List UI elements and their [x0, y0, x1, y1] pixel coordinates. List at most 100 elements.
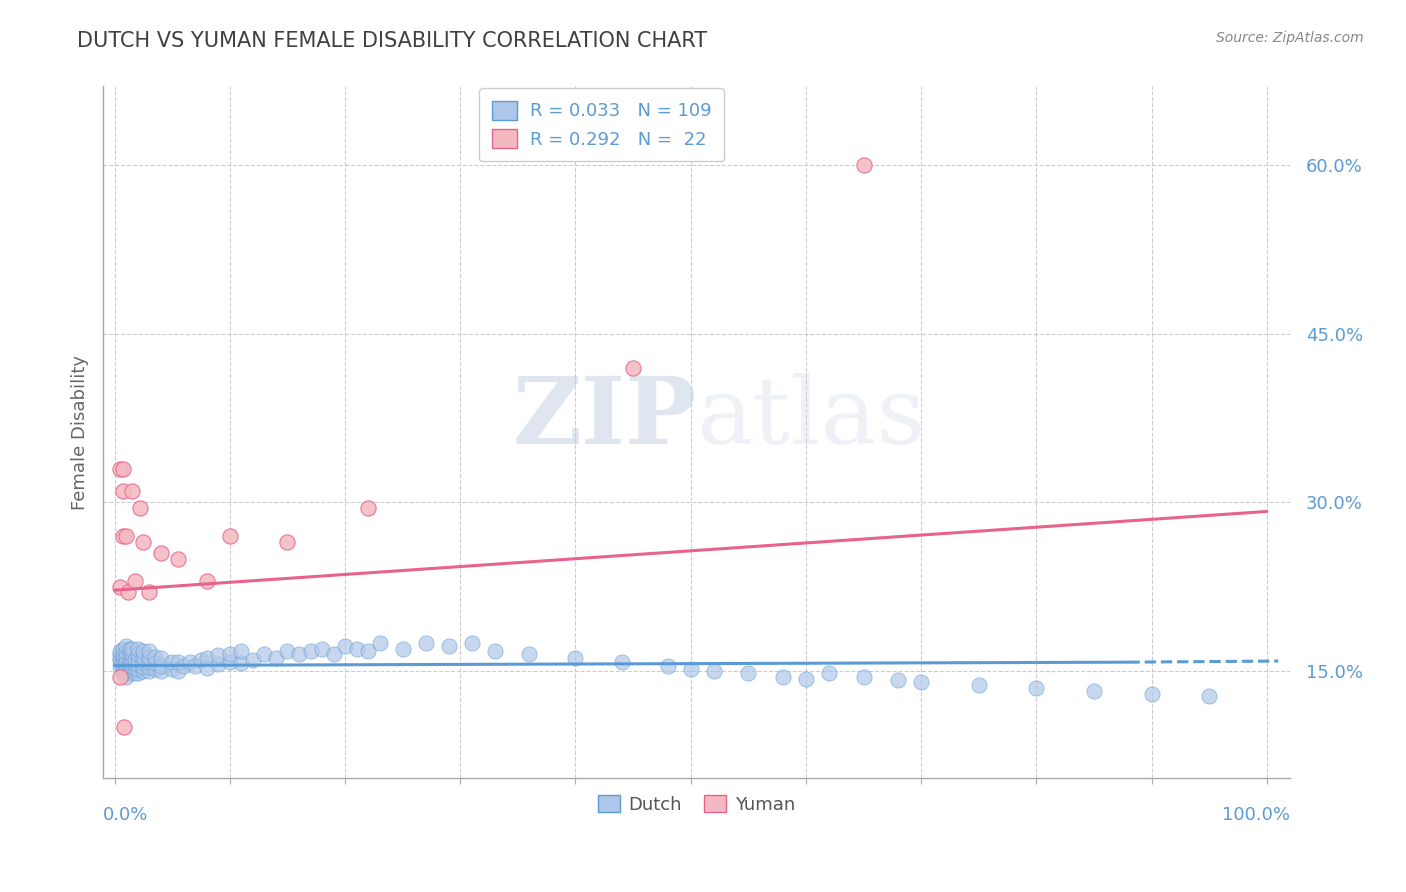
Point — [333, 640, 356, 654]
Point — [657, 658, 679, 673]
Point — [357, 644, 380, 658]
Point — [519, 648, 541, 662]
Point — [110, 658, 132, 673]
Point — [1025, 681, 1047, 695]
Point — [111, 529, 134, 543]
Point — [111, 658, 134, 673]
Point — [149, 650, 172, 665]
Point — [132, 659, 155, 673]
Point — [121, 661, 143, 675]
Point — [110, 648, 132, 662]
Point — [111, 484, 134, 499]
Point — [357, 501, 380, 516]
Point — [167, 664, 190, 678]
Point — [118, 653, 141, 667]
Point — [737, 666, 759, 681]
Point — [276, 644, 298, 658]
Point — [195, 661, 218, 675]
Point — [124, 666, 146, 681]
Point — [167, 655, 190, 669]
Point — [110, 644, 132, 658]
Point — [184, 658, 207, 673]
Point — [111, 655, 134, 669]
Point — [124, 662, 146, 676]
Legend: Dutch, Yuman: Dutch, Yuman — [591, 789, 801, 821]
Point — [276, 534, 298, 549]
Point — [437, 640, 460, 654]
Point — [111, 662, 134, 676]
Point — [242, 653, 264, 667]
Point — [110, 653, 132, 667]
Point — [218, 648, 240, 662]
Point — [368, 636, 391, 650]
Point — [564, 650, 586, 665]
Point — [121, 641, 143, 656]
Point — [173, 658, 195, 673]
Point — [679, 662, 702, 676]
Point — [118, 666, 141, 681]
Point — [115, 661, 138, 675]
Point — [115, 654, 138, 668]
Point — [143, 657, 166, 671]
Point — [346, 641, 368, 656]
Point — [118, 641, 141, 656]
Point — [138, 585, 160, 599]
Point — [818, 666, 841, 681]
Point — [218, 529, 240, 543]
Point — [149, 546, 172, 560]
Point — [118, 657, 141, 672]
Point — [852, 158, 875, 172]
Point — [190, 653, 212, 667]
Point — [852, 670, 875, 684]
Point — [231, 657, 253, 671]
Point — [264, 650, 287, 665]
Point — [621, 360, 644, 375]
Point — [231, 644, 253, 658]
Point — [143, 649, 166, 664]
Point — [127, 648, 149, 662]
Point — [288, 648, 311, 662]
Point — [162, 655, 184, 669]
Point — [127, 641, 149, 656]
Point — [138, 664, 160, 678]
Point — [111, 461, 134, 475]
Text: atlas: atlas — [696, 374, 925, 463]
Point — [124, 653, 146, 667]
Point — [127, 657, 149, 672]
Point — [610, 655, 633, 669]
Point — [322, 648, 344, 662]
Point — [794, 672, 817, 686]
Point — [115, 529, 138, 543]
Point — [129, 501, 152, 516]
Point — [162, 662, 184, 676]
Point — [118, 662, 141, 676]
Point — [111, 650, 134, 665]
Point — [910, 675, 932, 690]
Point — [124, 657, 146, 672]
Text: 0.0%: 0.0% — [103, 805, 149, 823]
Point — [253, 648, 276, 662]
Point — [143, 662, 166, 676]
Point — [207, 648, 229, 663]
Point — [132, 644, 155, 658]
Point — [111, 666, 134, 681]
Point — [112, 720, 135, 734]
Point — [149, 664, 172, 678]
Point — [111, 641, 134, 656]
Point — [121, 652, 143, 666]
Point — [121, 664, 143, 678]
Point — [772, 670, 794, 684]
Point — [115, 664, 138, 678]
Point — [1198, 689, 1220, 703]
Text: ZIP: ZIP — [512, 374, 696, 463]
Point — [115, 640, 138, 654]
Point — [115, 645, 138, 659]
Point — [218, 655, 240, 669]
Point — [121, 657, 143, 671]
Point — [167, 551, 190, 566]
Point — [115, 649, 138, 664]
Point — [461, 636, 484, 650]
Point — [138, 649, 160, 664]
Point — [127, 662, 149, 676]
Point — [115, 670, 138, 684]
